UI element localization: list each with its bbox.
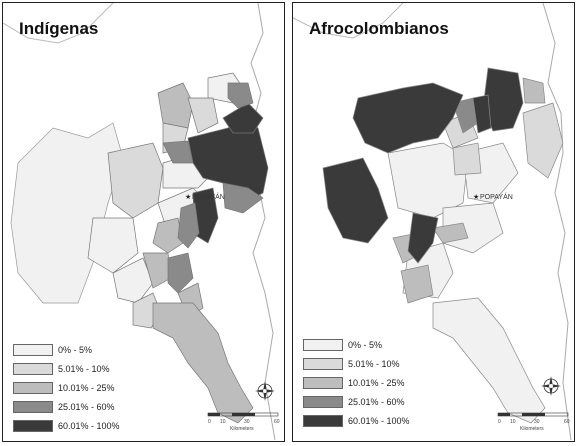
svg-text:0: 0 <box>208 419 211 425</box>
coastline <box>242 3 276 440</box>
legend-swatch <box>13 400 53 413</box>
legend-item: 25.01% - 60% <box>303 392 410 411</box>
map-title: Indígenas <box>19 19 99 38</box>
legend-item: 5.01% - 10% <box>13 359 120 378</box>
municipality <box>107 142 164 219</box>
city-label: POPAYÁN <box>192 192 225 201</box>
municipality <box>87 217 139 274</box>
coastline <box>542 3 572 440</box>
legend: 0% - 5% 5.01% - 10% 10.01% - 25% 25.01% … <box>303 335 410 430</box>
legend-swatch <box>303 414 343 427</box>
municipality <box>452 142 482 176</box>
region-west-context <box>10 122 124 304</box>
legend-swatch <box>13 419 53 432</box>
municipality-dark <box>407 212 439 264</box>
legend-item: 0% - 5% <box>13 340 120 359</box>
legend-swatch <box>303 338 343 351</box>
municipality-dark <box>322 157 389 244</box>
legend-item: 0% - 5% <box>303 335 410 354</box>
municipality <box>387 142 469 219</box>
municipality <box>432 222 469 244</box>
svg-text:10: 10 <box>220 419 226 425</box>
legend: 0% - 5% 5.01% - 10% 10.01% - 25% 25.01% … <box>13 340 120 435</box>
municipality-south <box>152 302 254 424</box>
municipality <box>112 257 154 304</box>
legend-swatch <box>13 381 53 394</box>
municipality <box>157 82 194 129</box>
legend-item: 10.01% - 25% <box>303 373 410 392</box>
municipality <box>187 97 219 134</box>
municipality <box>400 264 434 304</box>
map-panel-afrocolombianos: ★ POPAYÁN 0 10 30 60 Kilometers Afrocolo… <box>292 2 575 442</box>
legend-item: 60.01% - 100% <box>13 416 120 435</box>
legend-swatch <box>303 357 343 370</box>
municipality-dark <box>472 94 492 134</box>
compass-icon <box>255 381 275 401</box>
scale-bar: 0 10 30 60 Kilometers <box>207 412 280 432</box>
coastline-north <box>293 3 404 39</box>
scale-bar: 0 10 30 60 Kilometers <box>497 412 570 432</box>
legend-item: 25.01% - 60% <box>13 397 120 416</box>
city-label: POPAYÁN <box>480 192 513 201</box>
municipality-south <box>432 297 546 424</box>
map-indigenas: ★ POPAYÁN 0 10 30 60 Kilometers <box>3 3 280 440</box>
compass-icon <box>541 376 561 396</box>
svg-text:0: 0 <box>498 419 501 425</box>
map-title: Afrocolombianos <box>309 19 449 38</box>
municipality <box>152 217 184 254</box>
legend-item: 5.01% - 10% <box>303 354 410 373</box>
svg-text:30: 30 <box>244 419 250 425</box>
map-afrocolombianos: ★ POPAYÁN 0 10 30 60 Kilometers <box>293 3 572 440</box>
svg-text:Kilometers: Kilometers <box>230 426 254 432</box>
municipality-medium <box>227 82 254 109</box>
legend-swatch <box>13 343 53 356</box>
svg-text:30: 30 <box>534 419 540 425</box>
coastline-north <box>3 3 114 44</box>
map-panel-indigenas: ★ POPAYÁN 0 10 30 60 Kilometers Indígena… <box>2 2 285 442</box>
municipality <box>522 102 564 179</box>
city-star-icon: ★ <box>473 193 479 201</box>
legend-swatch <box>303 376 343 389</box>
city-star-icon: ★ <box>185 193 191 201</box>
municipality-medium <box>162 140 194 164</box>
municipality-dark <box>352 82 464 154</box>
legend-swatch <box>303 395 343 408</box>
svg-text:60: 60 <box>274 419 280 425</box>
svg-text:10: 10 <box>510 419 516 425</box>
legend-item: 10.01% - 25% <box>13 378 120 397</box>
municipality-medium <box>222 182 264 214</box>
legend-swatch <box>13 362 53 375</box>
municipality-medium <box>522 77 546 104</box>
svg-text:Kilometers: Kilometers <box>520 426 544 432</box>
svg-text:60: 60 <box>564 419 570 425</box>
municipality <box>167 252 194 294</box>
municipality-medium <box>177 202 200 249</box>
legend-item: 60.01% - 100% <box>303 411 410 430</box>
